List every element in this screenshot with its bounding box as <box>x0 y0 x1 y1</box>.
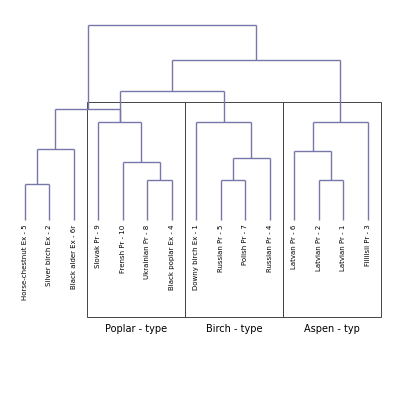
Text: Black alder Ex - 6r: Black alder Ex - 6r <box>71 224 77 288</box>
Text: Black poplar Ex - 4: Black poplar Ex - 4 <box>169 224 175 290</box>
Bar <box>283 102 381 318</box>
Text: Silver birch Ex - 2: Silver birch Ex - 2 <box>46 224 52 286</box>
Text: Poplar - type: Poplar - type <box>105 324 167 334</box>
Text: Latvian Pr - 1: Latvian Pr - 1 <box>340 224 346 271</box>
Bar <box>185 102 283 318</box>
Text: Slovak Pr - 9: Slovak Pr - 9 <box>95 224 101 268</box>
Text: Ukrainian Pr - 8: Ukrainian Pr - 8 <box>144 224 150 279</box>
Text: Polish Pr - 7: Polish Pr - 7 <box>242 224 248 265</box>
Bar <box>87 102 185 318</box>
Text: Latvan Pr - 6: Latvan Pr - 6 <box>291 224 297 269</box>
Text: Russian Pr - 4: Russian Pr - 4 <box>267 224 273 272</box>
Text: Horse-chestnut Ex - 5: Horse-chestnut Ex - 5 <box>22 224 28 300</box>
Text: Frensh Pr - 10: Frensh Pr - 10 <box>120 224 126 273</box>
Text: Aspen - typ: Aspen - typ <box>304 324 360 334</box>
Text: Birch - type: Birch - type <box>206 324 262 334</box>
Text: Latvian Pr - 2: Latvian Pr - 2 <box>316 224 322 271</box>
Text: Downy birch Ex - 1: Downy birch Ex - 1 <box>193 224 199 290</box>
Text: Russian Pr - 5: Russian Pr - 5 <box>218 224 224 272</box>
Text: Fillilsii Pr - 3: Fillilsii Pr - 3 <box>365 224 371 266</box>
